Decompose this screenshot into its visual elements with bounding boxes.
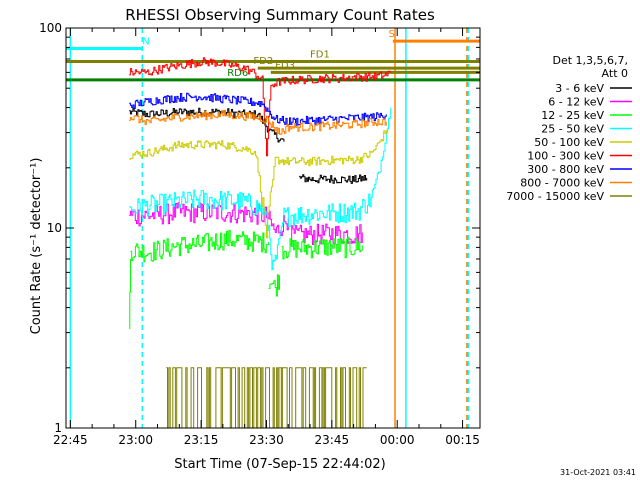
series-line-0-seg-1 xyxy=(299,174,368,184)
legend-label-7: 800 - 7000 keV xyxy=(520,177,604,190)
series-line-6-seg-0 xyxy=(129,92,387,126)
x-tick-label-2: 23:15 xyxy=(184,433,219,447)
series-3 xyxy=(129,107,392,271)
axes: 22:45 23:00 23:15 23:30 23:45 00:00 00:15 1 10 10… xyxy=(39,21,481,447)
legend-label-5: 100 - 300 keV xyxy=(527,150,604,163)
x-tick-label-4: 23:45 xyxy=(315,433,350,447)
series-0 xyxy=(129,107,368,184)
x-axis-label: Start Time (07-Sep-15 22:44:02) xyxy=(174,457,385,472)
flag-bars: FD1 FD2 FD3 RD6 N S xyxy=(66,28,480,428)
legend-header-1: Att 0 xyxy=(602,67,628,80)
x-tick-label-0: 22:45 xyxy=(53,433,88,447)
series-line-3-seg-0 xyxy=(129,107,392,271)
series-line-2-seg-1 xyxy=(130,229,270,263)
flag-label-fd3: FD3 xyxy=(275,60,295,71)
x-tick-label-5: 00:00 xyxy=(380,433,415,447)
series-line-1-seg-1 xyxy=(290,223,363,245)
flag-label-fd1: FD1 xyxy=(310,49,330,60)
series-2 xyxy=(129,229,363,329)
series-7 xyxy=(129,110,387,135)
series-line-2-seg-2 xyxy=(268,274,280,297)
series-5 xyxy=(129,57,392,157)
plot-area xyxy=(66,28,480,428)
x-tick-label-3: 23:30 xyxy=(249,433,284,447)
x-tick-label-6: 00:15 xyxy=(445,433,480,447)
series-line-5-seg-0 xyxy=(129,57,392,157)
legend-label-0: 3 - 6 keV xyxy=(555,82,604,95)
series-line-0-seg-0 xyxy=(129,107,285,143)
chart-title: RHESSI Observing Summary Count Rates xyxy=(125,6,435,24)
plot-frame-bg xyxy=(66,28,480,428)
series-line-2-seg-0 xyxy=(129,259,131,329)
legend-header-0: Det 1,3,5,6,7, xyxy=(552,54,628,67)
series-line-7-seg-0 xyxy=(129,110,387,135)
footer-timestamp: 31-Oct-2021 03:41 xyxy=(560,468,636,477)
series-line-4-seg-0 xyxy=(129,129,387,239)
flag-label-rd6: RD6 xyxy=(227,68,248,79)
series-4 xyxy=(129,129,387,239)
legend-label-4: 50 - 100 keV xyxy=(534,136,604,149)
y-tick-label-0: 1 xyxy=(54,421,62,435)
flag-label-n: N xyxy=(142,36,149,47)
legend-label-6: 300 - 800 keV xyxy=(527,163,604,176)
series-lines xyxy=(129,57,392,429)
series-6 xyxy=(129,92,387,126)
y-tick-label-1: 10 xyxy=(47,221,62,235)
series-line-2-seg-3 xyxy=(281,236,363,260)
legend-label-8: 7000 - 15000 keV xyxy=(506,190,604,203)
flag-label-fd2: FD2 xyxy=(253,56,273,67)
y-axis-label: Count Rate (s⁻¹ detector⁻¹) xyxy=(29,158,44,335)
legend-label-2: 12 - 25 keV xyxy=(541,109,604,122)
y-tick-label-2: 100 xyxy=(39,21,62,35)
legend-label-1: 6 - 12 keV xyxy=(548,96,604,109)
flag-label-s: S xyxy=(388,29,394,40)
legend-label-3: 25 - 50 keV xyxy=(541,123,604,136)
x-tick-label-1: 23:00 xyxy=(118,433,153,447)
